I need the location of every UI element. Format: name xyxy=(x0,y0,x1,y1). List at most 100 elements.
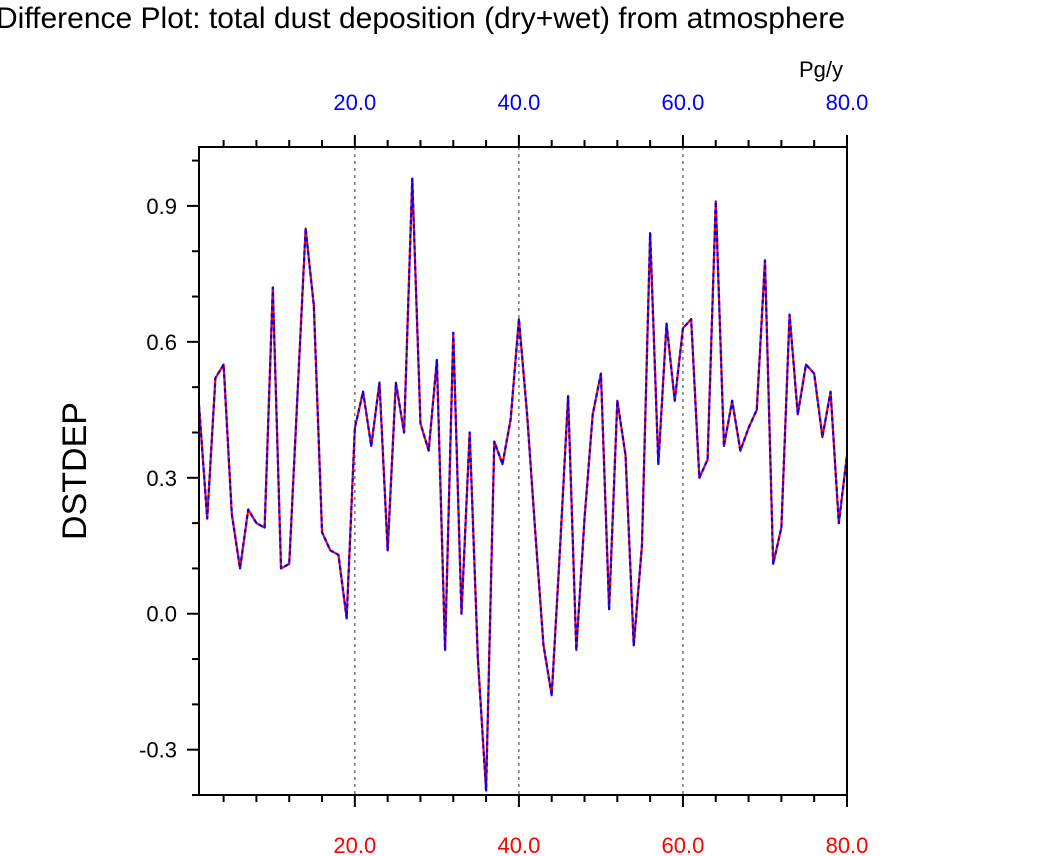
tick-labels: 0.9 0.6 0.3 0.0 -0.3 20.0 40.0 60.0 80.0 20.0 40.0… xyxy=(139,90,868,856)
series-point xyxy=(837,522,840,524)
series-point xyxy=(411,177,414,180)
x-bottom-tick-label: 80.0 xyxy=(826,833,869,856)
y-tick-label: 0.0 xyxy=(146,602,177,627)
series-point xyxy=(403,431,405,434)
y-tick-label: -0.3 xyxy=(139,738,177,763)
series-point xyxy=(247,508,250,511)
series-point xyxy=(485,789,487,792)
series-point xyxy=(329,549,332,552)
x-bottom-tick-label: 40.0 xyxy=(497,833,540,856)
axis-ticks xyxy=(187,135,848,807)
series-point xyxy=(567,395,569,398)
series-point xyxy=(272,286,274,289)
series-point xyxy=(214,377,217,379)
series-point xyxy=(304,227,307,230)
series-point xyxy=(452,331,455,334)
series-point xyxy=(419,422,422,425)
series-point xyxy=(829,390,832,393)
x-top-tick-label: 80.0 xyxy=(826,90,869,115)
x-bottom-tick-label: 20.0 xyxy=(333,833,376,856)
series-point xyxy=(583,517,586,520)
series-point xyxy=(813,372,815,375)
x-top-tick-label: 40.0 xyxy=(497,90,540,115)
series-point xyxy=(739,449,742,452)
series-point xyxy=(550,694,553,697)
series-point xyxy=(534,531,537,533)
series-point xyxy=(526,413,528,416)
series-point xyxy=(649,232,651,234)
series-point xyxy=(321,531,323,533)
series-point xyxy=(354,427,356,429)
series-point xyxy=(559,549,561,552)
grid-lines xyxy=(354,147,684,795)
series-point xyxy=(542,644,545,647)
series-point xyxy=(345,617,348,620)
series-point xyxy=(206,517,209,520)
series-point xyxy=(624,454,627,456)
series-point xyxy=(805,363,807,366)
series-point xyxy=(468,431,471,434)
series-line-dash xyxy=(199,177,847,792)
series-point xyxy=(501,463,504,466)
series-point xyxy=(780,526,783,529)
series-point xyxy=(575,649,578,651)
series-point xyxy=(772,563,774,565)
series-point xyxy=(591,413,594,416)
series-point xyxy=(444,649,446,651)
series-point xyxy=(747,427,750,429)
series-point xyxy=(665,322,668,325)
series-point xyxy=(477,658,479,660)
series-point xyxy=(378,381,381,384)
series-point xyxy=(255,522,258,524)
series-point xyxy=(796,413,799,416)
chart-title: Difference Plot: total dust deposition (… xyxy=(0,2,845,35)
y-axis-label: DSTDEP xyxy=(56,402,94,540)
y-tick-label: 0.3 xyxy=(146,466,177,491)
series-point xyxy=(313,304,315,307)
series-point xyxy=(641,544,643,547)
series-point xyxy=(600,372,602,375)
series-point xyxy=(723,445,725,447)
series-point xyxy=(231,513,233,515)
series-point xyxy=(296,395,299,398)
series-point xyxy=(280,567,282,570)
series-point xyxy=(690,318,692,320)
series-point xyxy=(263,526,266,529)
series-point xyxy=(616,399,619,402)
series-point xyxy=(509,418,512,420)
x-top-tick-label: 60.0 xyxy=(662,90,705,115)
series-point xyxy=(632,644,635,647)
series-point xyxy=(370,445,373,447)
series-point xyxy=(395,381,397,384)
series-point xyxy=(714,200,717,203)
series-point xyxy=(239,567,241,570)
top-axis-units: Pg/y xyxy=(799,57,843,82)
x-top-tick-label: 20.0 xyxy=(333,90,376,115)
series-point xyxy=(222,363,225,366)
series-point xyxy=(788,313,791,316)
y-tick-label: 0.6 xyxy=(146,330,177,355)
series-point xyxy=(764,259,766,262)
plot-frame xyxy=(198,146,848,796)
series-point xyxy=(821,436,824,438)
series-line-base xyxy=(199,177,847,792)
series-point xyxy=(493,440,496,443)
series-point xyxy=(436,359,438,361)
series-point xyxy=(698,476,701,479)
series-point xyxy=(608,608,610,611)
series-point xyxy=(657,463,660,466)
x-bottom-tick-label: 60.0 xyxy=(662,833,705,856)
series-point xyxy=(706,458,709,461)
series-point xyxy=(682,327,684,330)
series-point xyxy=(755,409,758,411)
y-tick-label: 0.9 xyxy=(146,194,177,219)
series-point xyxy=(337,554,340,556)
series-point xyxy=(288,563,291,565)
series-point xyxy=(518,318,520,320)
series-point xyxy=(386,549,389,552)
series-point xyxy=(673,399,676,402)
series-point xyxy=(460,612,463,615)
series-point xyxy=(362,390,364,393)
data-series xyxy=(199,177,847,792)
